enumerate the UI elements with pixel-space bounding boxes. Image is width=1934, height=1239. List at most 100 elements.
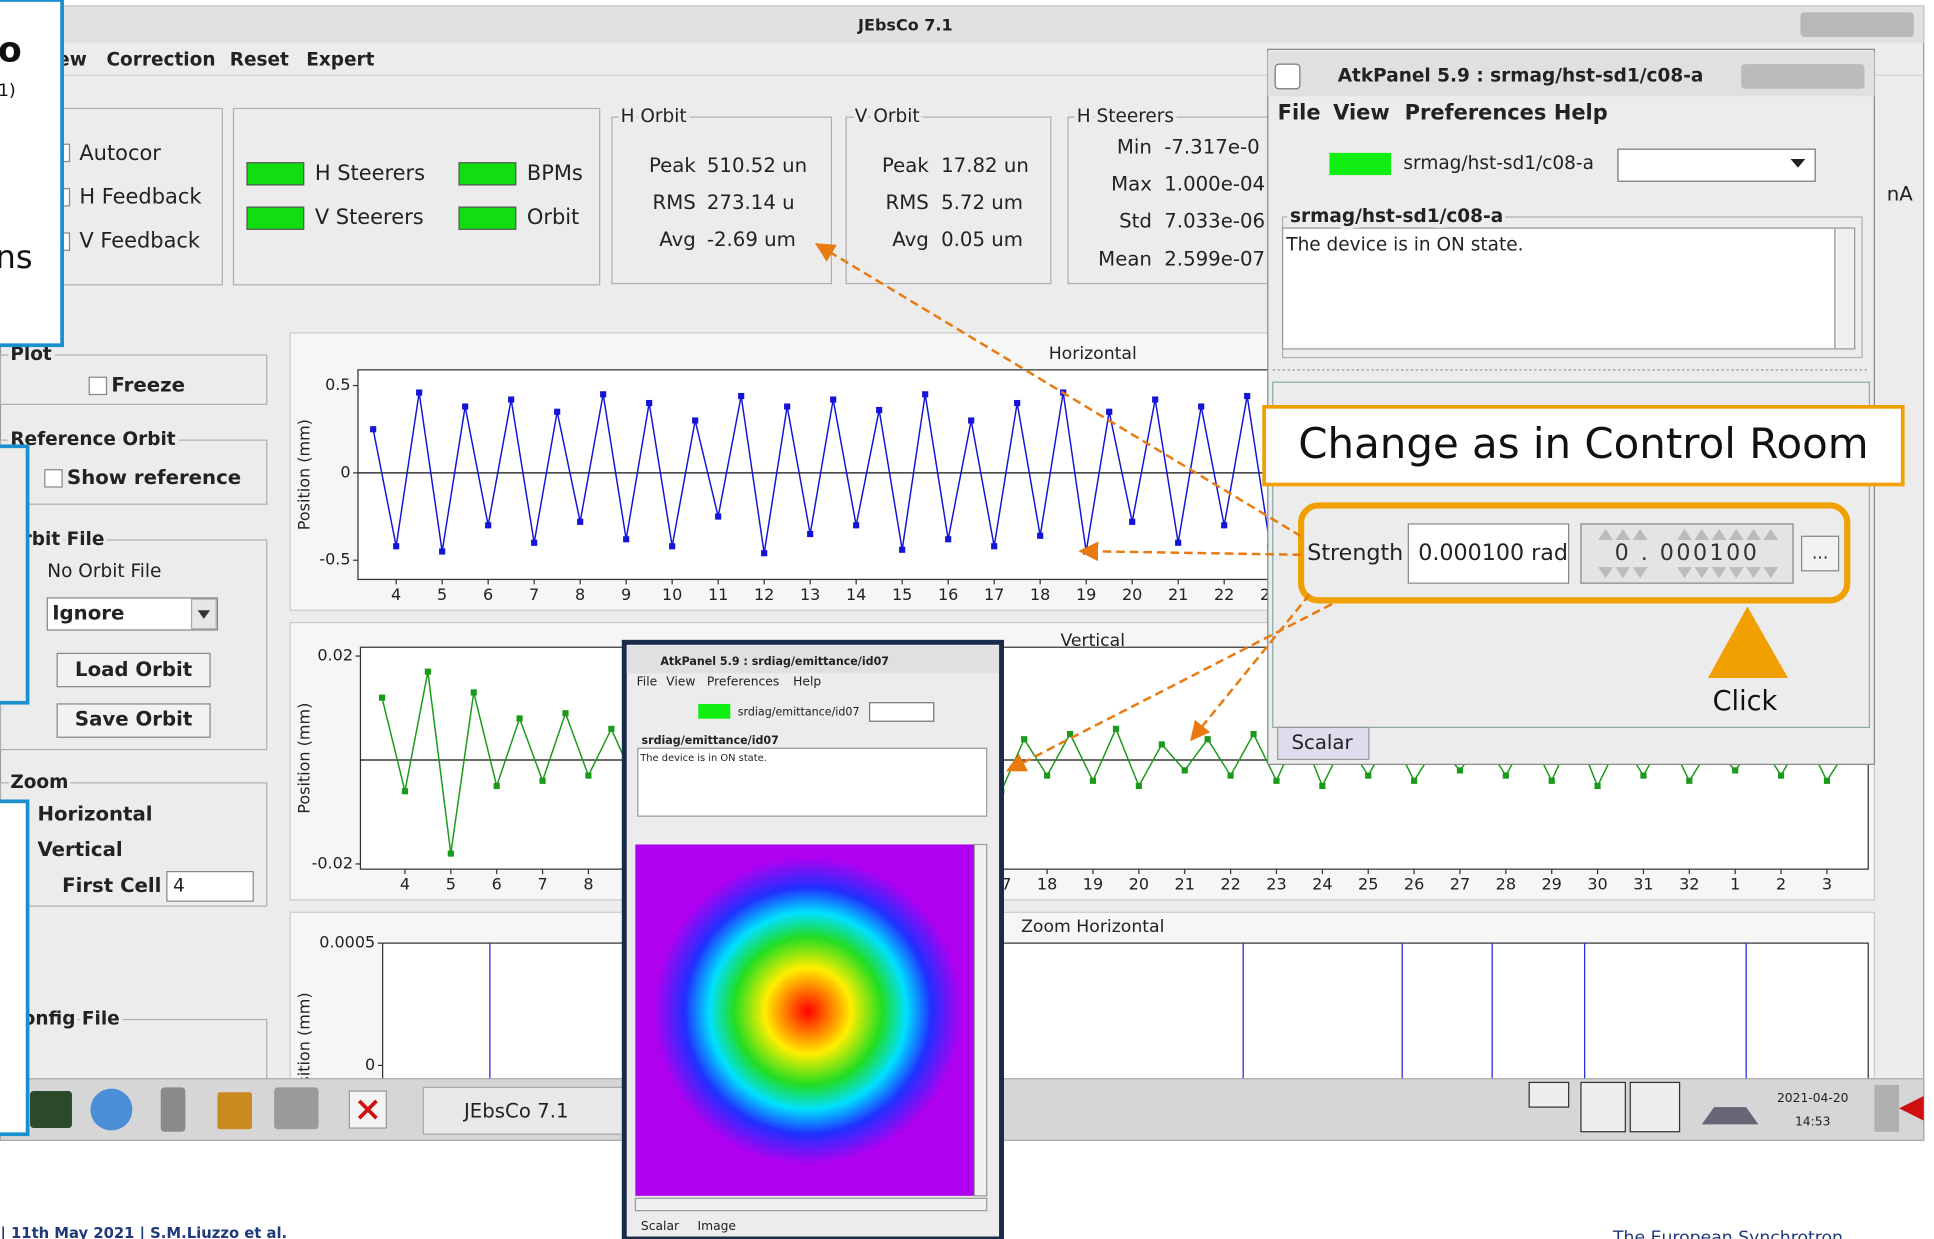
spinner-value[interactable]: 0 . 000100 <box>1615 540 1760 566</box>
desktop-icon[interactable] <box>1529 1082 1568 1107</box>
orbit-point <box>600 391 606 397</box>
task-label[interactable]: JEbsCo 7.1 <box>462 1100 569 1123</box>
clock-date: 2021-04-20 <box>1777 1091 1849 1105</box>
menu-item[interactable]: Correction <box>106 49 215 70</box>
combo-box[interactable] <box>1618 149 1815 181</box>
y-tick-label: 0 <box>340 462 350 481</box>
x-tick-label: 1 <box>1730 875 1740 894</box>
y-tick-label: -0.5 <box>319 550 350 569</box>
y-axis-label: Position (mm) <box>294 419 313 530</box>
orbit-point <box>608 726 614 732</box>
orbit-point <box>1778 773 1784 779</box>
orbit-point <box>577 519 583 525</box>
orbit-point <box>1594 783 1600 789</box>
stat-label: Min <box>1117 135 1152 158</box>
phone-icon[interactable] <box>161 1087 186 1131</box>
screenshot: JEbsCo 7.1ewCorrectionResetExpertnAAutoc… <box>0 0 1934 1239</box>
checkbox-label[interactable]: Autocor <box>79 141 161 165</box>
tools-icon[interactable] <box>274 1087 318 1129</box>
stat-value: 17.82 un <box>941 154 1029 177</box>
menu-item[interactable]: Preferences <box>1405 100 1547 124</box>
orbit-point <box>1113 726 1119 732</box>
orbit-point <box>1411 778 1417 784</box>
combo-box[interactable] <box>870 703 934 721</box>
stat-value: 0.05 um <box>941 228 1023 251</box>
window-buttons[interactable] <box>1800 12 1913 37</box>
desktop-icon[interactable] <box>1630 1082 1679 1131</box>
more-label[interactable]: ... <box>1812 544 1828 564</box>
x-tick-label: 12 <box>754 585 774 604</box>
tab-label[interactable]: Scalar <box>641 1219 680 1233</box>
stat-label: RMS <box>886 191 929 214</box>
group-title: srdiag/emittance/id07 <box>642 734 779 747</box>
terminal-icon[interactable] <box>30 1091 72 1128</box>
orbit-point <box>1044 773 1050 779</box>
x-tick-label: 2 <box>1776 875 1786 894</box>
scrollbar[interactable] <box>1835 228 1855 349</box>
menu-item[interactable]: View <box>1333 100 1390 124</box>
menu-item[interactable]: Preferences <box>707 674 779 688</box>
checkbox-label[interactable]: Freeze <box>111 373 185 396</box>
x-tick-label: 22 <box>1220 875 1240 894</box>
exit-icon[interactable] <box>1874 1085 1899 1132</box>
callout-text: ns <box>0 238 33 276</box>
orbit-point <box>508 396 514 402</box>
radio-label[interactable]: Vertical <box>37 838 122 861</box>
orbit-point <box>1014 400 1020 406</box>
combo-value[interactable]: Ignore <box>52 601 124 624</box>
x-tick-label: 22 <box>1214 585 1234 604</box>
menu-item[interactable]: File <box>637 674 658 688</box>
orbit-point <box>738 393 744 399</box>
menu-item[interactable]: Help <box>1554 100 1608 124</box>
stat-label: Avg <box>892 228 929 251</box>
orbit-point <box>1365 773 1371 779</box>
scrollbar[interactable] <box>635 1198 986 1210</box>
attribute-label: Strength <box>1307 540 1403 566</box>
menu-item[interactable]: Expert <box>306 49 374 70</box>
tab-label[interactable]: Scalar <box>1291 731 1353 754</box>
y-tick-label: 0.02 <box>317 646 353 665</box>
checkbox[interactable] <box>45 470 62 487</box>
button-label[interactable]: Load Orbit <box>75 658 192 681</box>
menu-item[interactable]: View <box>666 674 695 688</box>
group-title: rbit File <box>23 529 105 550</box>
scrollbar[interactable] <box>974 844 986 1195</box>
x-tick-label: 19 <box>1083 875 1103 894</box>
x-tick-label: 19 <box>1076 585 1096 604</box>
orbit-point <box>1129 519 1135 525</box>
app-icon <box>1275 64 1300 89</box>
window-buttons[interactable] <box>1741 64 1864 89</box>
body: JEbsCo 7.1ewCorrectionResetExpertnAAutoc… <box>0 0 1934 1239</box>
checkbox-label[interactable]: V Feedback <box>79 229 201 253</box>
field-value[interactable]: 4 <box>173 875 185 896</box>
window-title: AtkPanel 5.9 : srdiag/emittance/id07 <box>660 655 889 668</box>
orbit-point <box>485 522 491 528</box>
orbit-point <box>1136 783 1142 789</box>
stat-value: 1.000e-04 <box>1164 172 1265 195</box>
checkbox-label[interactable]: H Feedback <box>79 184 202 208</box>
callout-text: 1) <box>0 81 16 101</box>
stat-value: 7.033e-06 <box>1164 209 1265 232</box>
y-tick-label: 0.0005 <box>319 933 375 952</box>
orbit-point <box>1228 773 1234 779</box>
button-label[interactable]: Save Orbit <box>75 707 192 730</box>
stat-label: Peak <box>882 154 929 177</box>
checkbox[interactable] <box>89 377 106 394</box>
orbit-point <box>1175 540 1181 546</box>
files-icon[interactable] <box>217 1092 252 1129</box>
attribute-value: 0.000100 rad <box>1418 540 1568 566</box>
y-tick-label: -0.02 <box>312 853 353 872</box>
orbit-point <box>471 689 477 695</box>
led <box>459 163 516 185</box>
radio-label[interactable]: Horizontal <box>37 802 152 825</box>
desktop-icon[interactable] <box>1581 1082 1625 1131</box>
menu-item[interactable]: Help <box>793 674 821 688</box>
orbit-point <box>1159 741 1165 747</box>
browser-icon[interactable] <box>90 1089 132 1131</box>
menu-item[interactable]: File <box>1278 100 1321 124</box>
checkbox-label[interactable]: Show reference <box>67 466 241 489</box>
tab-label[interactable]: Image <box>697 1219 736 1233</box>
x-tick-label: 20 <box>1122 585 1142 604</box>
device-name: srmag/hst-sd1/c08-a <box>1403 153 1594 174</box>
menu-item[interactable]: Reset <box>230 49 289 70</box>
